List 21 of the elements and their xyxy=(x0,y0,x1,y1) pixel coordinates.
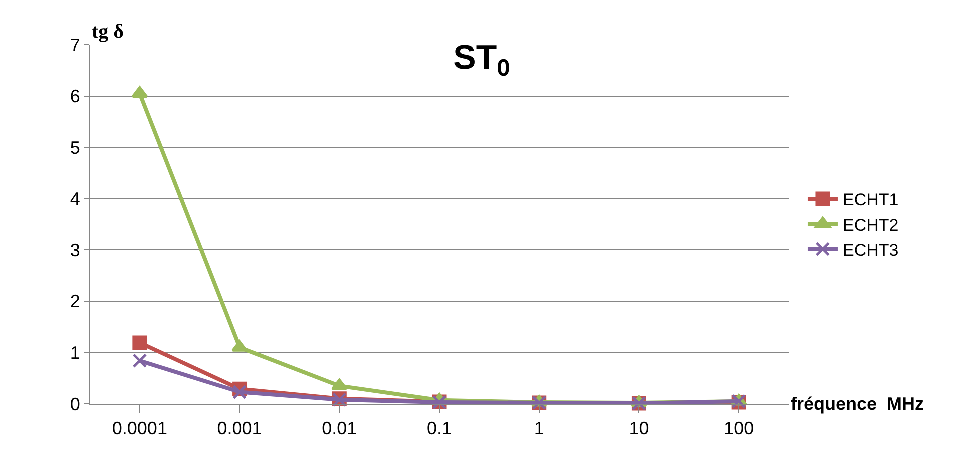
y-tick-label: 0 xyxy=(70,394,80,414)
x-tick-label: 0.0001 xyxy=(112,418,168,439)
y-tick-label: 4 xyxy=(70,189,80,210)
x-tick-label: 0.001 xyxy=(217,418,262,439)
y-tick-label: 7 xyxy=(70,35,80,56)
legend-label: ECHT3 xyxy=(842,240,899,260)
x-axis-title: fréquence MHz xyxy=(791,394,924,414)
x-tick-label: 100 xyxy=(724,418,754,439)
x-tick-label: 0.01 xyxy=(322,418,358,439)
y-tick-label: 3 xyxy=(70,240,80,260)
legend-label: ECHT1 xyxy=(842,190,899,210)
y-tick-label: 1 xyxy=(70,343,80,364)
y-tick-label: 2 xyxy=(70,292,80,312)
y-tick-label: 6 xyxy=(70,86,80,107)
x-tick-label: 1 xyxy=(534,418,544,439)
x-tick-label: 10 xyxy=(629,418,650,439)
y-axis-title: tg δ xyxy=(92,21,124,43)
x-tick-label: 0.1 xyxy=(426,418,452,439)
legend-label: ECHT2 xyxy=(842,216,899,235)
chart-title: ST$_{0}$ xyxy=(454,39,510,82)
y-tick-label: 5 xyxy=(70,138,80,158)
